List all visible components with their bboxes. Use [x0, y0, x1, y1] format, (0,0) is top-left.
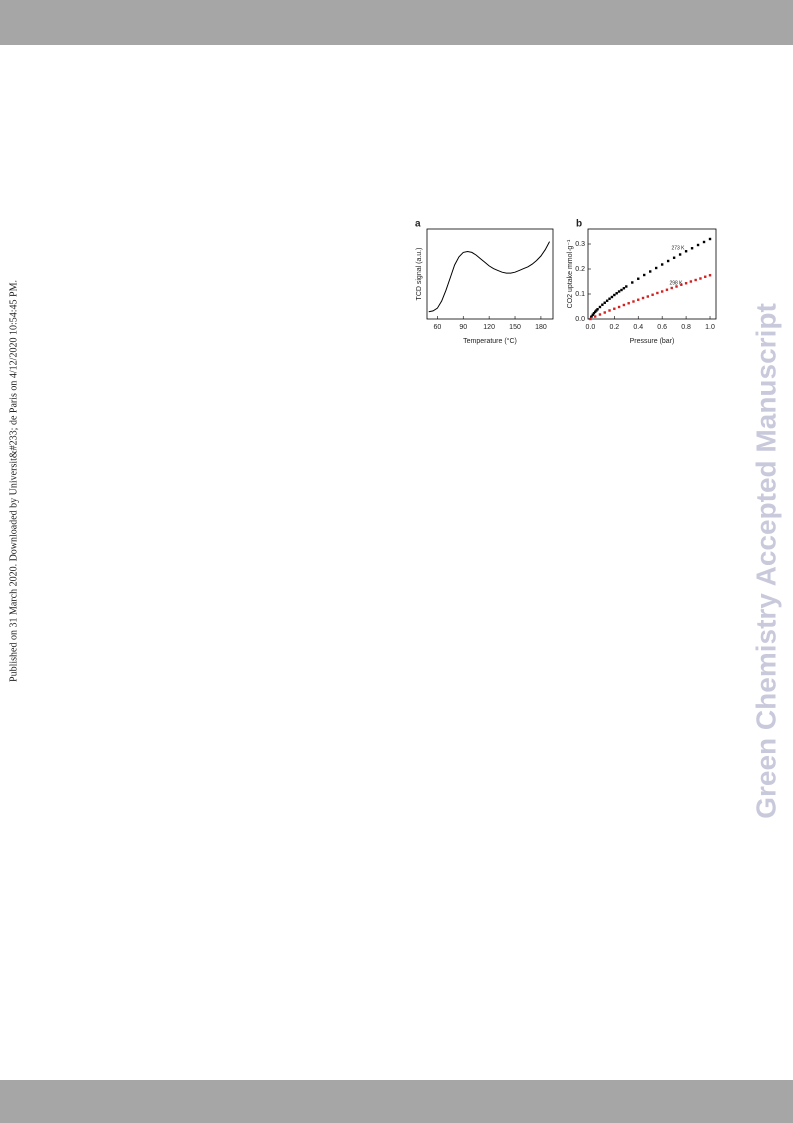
- data-point: [684, 250, 688, 253]
- data-point: [678, 253, 682, 256]
- side-note: Published on 31 March 2020. Downloaded b…: [8, 280, 19, 682]
- series-label: 273 K: [671, 245, 685, 251]
- data-point: [596, 308, 599, 311]
- x-tick-label: 180: [535, 324, 547, 331]
- data-point: [622, 287, 626, 290]
- x-tick-label: 0.0: [586, 324, 596, 331]
- data-point: [610, 295, 614, 299]
- y-axis-label: TCD signal (a.u.): [416, 248, 423, 301]
- data-point: [593, 315, 597, 318]
- data-point: [625, 285, 628, 288]
- y-axis-label: CO2 uptake mmol·g⁻¹: [567, 239, 574, 308]
- data-point: [608, 297, 611, 300]
- data-point: [680, 283, 683, 286]
- panel-label: b: [576, 219, 582, 230]
- data-point: [702, 240, 706, 244]
- plot-frame: [426, 228, 554, 320]
- data-point: [603, 311, 606, 314]
- data-point: [651, 293, 654, 296]
- data-point: [631, 281, 634, 284]
- x-tick-label: 60: [433, 324, 441, 331]
- data-point: [627, 302, 630, 305]
- data-point: [637, 298, 640, 301]
- data-point: [696, 243, 700, 247]
- data-point: [601, 303, 604, 306]
- data-point: [617, 290, 621, 293]
- x-axis-label: Temperature (°C): [463, 337, 517, 345]
- x-tick-label: 1.0: [705, 324, 715, 331]
- data-point: [589, 317, 592, 321]
- data-point: [598, 305, 602, 309]
- data-point: [641, 296, 645, 300]
- x-tick-label: 120: [483, 324, 495, 331]
- data-point: [699, 277, 702, 280]
- x-tick-label: 150: [509, 324, 521, 331]
- plot-frame: [587, 228, 717, 320]
- data-point: [613, 307, 616, 310]
- data-point: [708, 274, 712, 277]
- data-point: [684, 282, 688, 285]
- x-tick-label: 0.8: [681, 324, 691, 331]
- data-point: [590, 315, 593, 318]
- data-point: [592, 312, 596, 315]
- x-axis-label: Pressure (bar): [630, 338, 675, 345]
- data-point: [672, 256, 676, 259]
- data-point: [591, 313, 594, 316]
- y-tick-label: 0.3: [575, 241, 585, 248]
- data-point: [615, 292, 618, 295]
- top-bar: [0, 0, 793, 45]
- data-point: [646, 295, 650, 298]
- data-point: [617, 305, 621, 309]
- data-point: [708, 237, 712, 241]
- x-tick-label: 0.6: [657, 324, 667, 331]
- data-point: [643, 273, 646, 277]
- data-point: [637, 277, 640, 280]
- watermark: Green Chemistry Accepted Manuscript: [750, 303, 781, 819]
- data-point: [660, 290, 664, 293]
- data-point: [704, 275, 707, 278]
- data-point: [622, 303, 626, 307]
- series-label: 298 K: [669, 280, 683, 286]
- data-point: [605, 299, 609, 302]
- data-point: [654, 266, 658, 270]
- x-tick-label: 0.2: [609, 324, 619, 331]
- y-tick-label: 0.1: [575, 291, 585, 298]
- data-point: [694, 278, 697, 282]
- y-tick-label: 0.0: [575, 316, 585, 323]
- data-point: [690, 247, 694, 250]
- data-point: [613, 293, 616, 297]
- y-tick-label: 0.2: [575, 266, 585, 273]
- data-point: [665, 288, 669, 291]
- data-point: [660, 263, 664, 266]
- data-point: [608, 309, 611, 312]
- bottom-bar: [0, 1080, 793, 1123]
- data-point: [595, 309, 598, 312]
- data-point: [598, 313, 602, 316]
- data-point: [656, 291, 659, 295]
- data-point: [593, 310, 597, 313]
- x-tick-label: 0.4: [633, 324, 643, 331]
- data-point: [675, 285, 678, 288]
- data-point: [689, 280, 693, 283]
- data-point: [632, 300, 635, 303]
- data-point: [670, 286, 673, 290]
- data-point: [603, 301, 606, 304]
- panel-label: a: [415, 219, 421, 230]
- data-line: [428, 241, 550, 313]
- data-point: [620, 288, 623, 292]
- data-point: [666, 259, 670, 263]
- x-tick-label: 90: [459, 324, 467, 331]
- data-point: [649, 270, 652, 273]
